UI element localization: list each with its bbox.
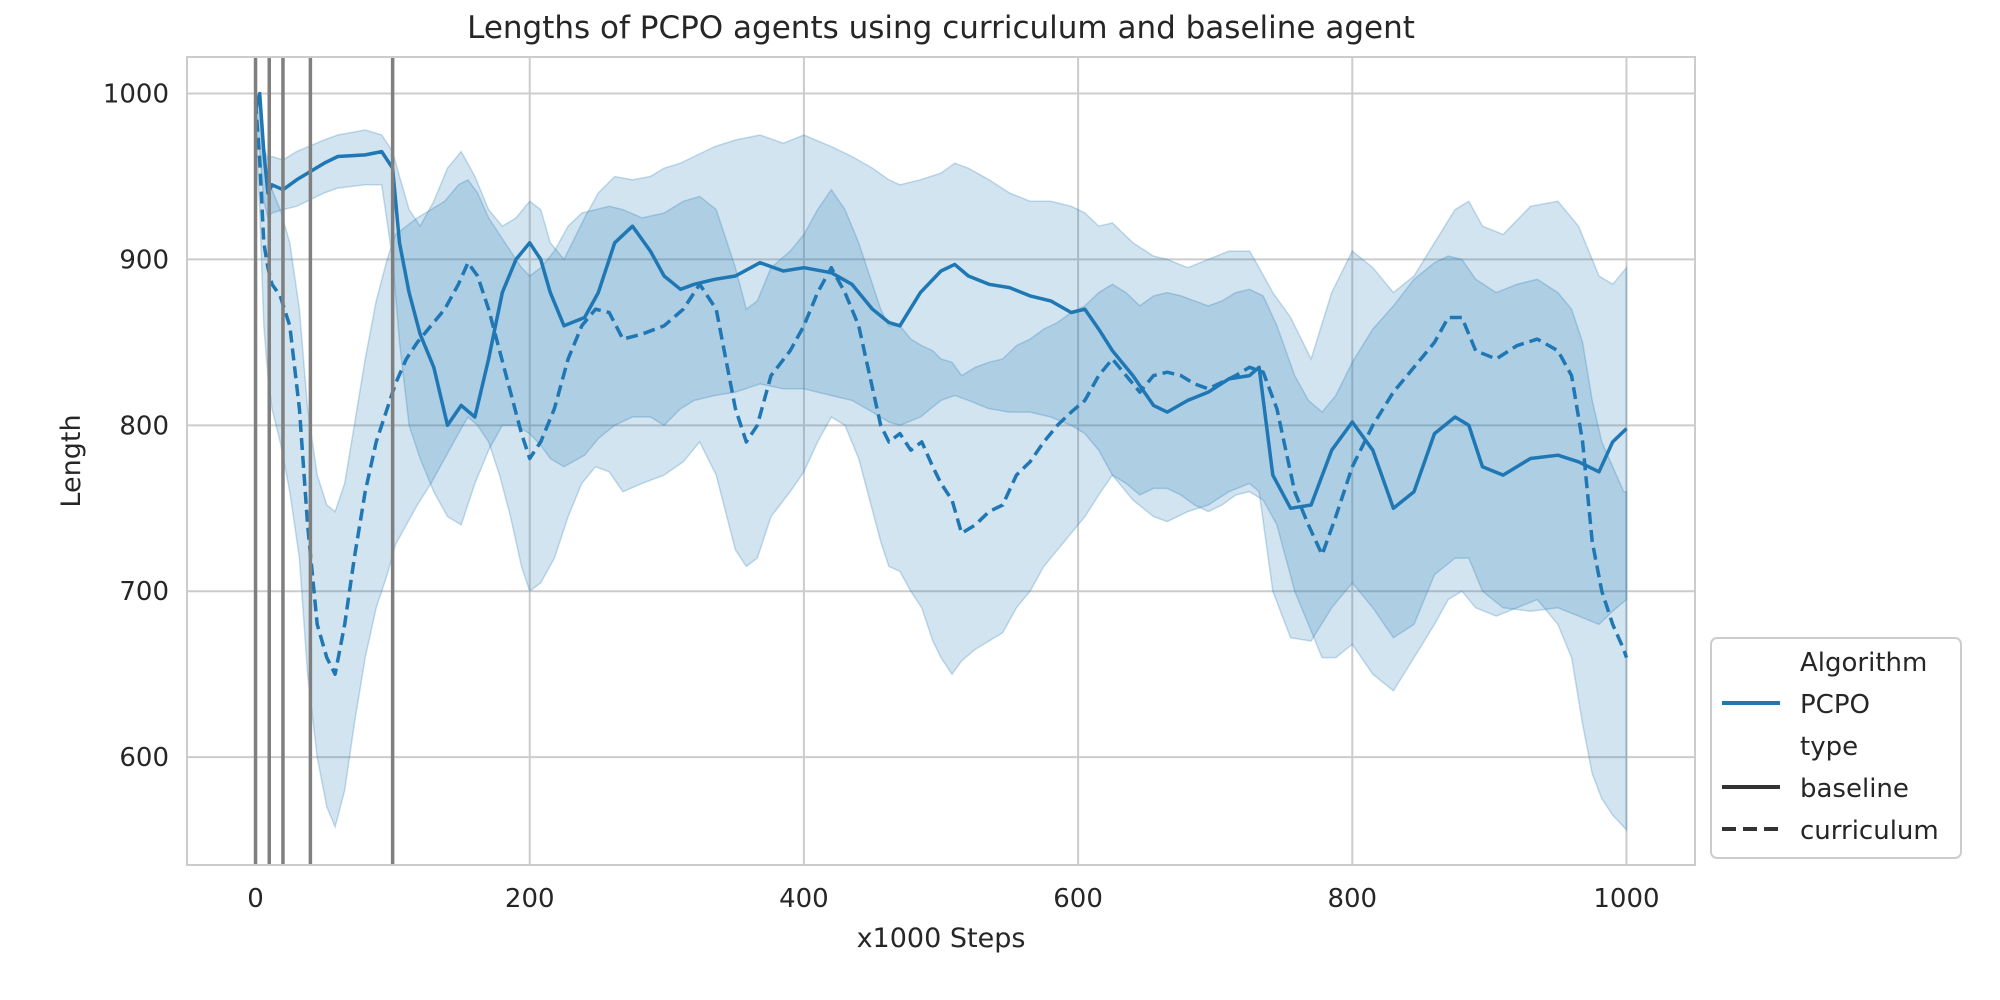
y-tick-label: 1000 — [103, 80, 169, 110]
x-tick-label: 800 — [1327, 884, 1377, 914]
vertical-markers — [253, 57, 395, 865]
y-tick-label: 900 — [119, 245, 169, 275]
legend-entry-pcpo: PCPO — [1800, 690, 1870, 720]
series-line-curriculum — [253, 101, 1629, 676]
chart-title: Lengths of PCPO agents using curriculum … — [467, 10, 1415, 46]
y-tick-label: 700 — [119, 577, 169, 607]
x-tick-label: 1000 — [1593, 884, 1659, 914]
legend-heading-algorithm: Algorithm — [1800, 648, 1927, 678]
x-axis-label: x1000 Steps — [857, 923, 1026, 954]
y-tick-label: 600 — [119, 743, 169, 773]
x-tick-label: 0 — [247, 884, 264, 914]
series-lines — [253, 91, 1629, 676]
y-axis-label: Length — [56, 414, 87, 507]
x-tick-label: 600 — [1053, 884, 1103, 914]
legend-heading-type: type — [1800, 732, 1858, 762]
legend: Algorithm PCPO type baseline curriculum — [1710, 637, 1962, 859]
x-tick-label: 200 — [505, 884, 555, 914]
grid-lines — [187, 57, 1695, 865]
y-tick-label: 800 — [119, 411, 169, 441]
confidence-bands — [254, 93, 1628, 833]
x-tick-label: 400 — [779, 884, 829, 914]
confidence-band-baseline — [254, 93, 1628, 642]
y-tick-labels: 600 700 800 900 1000 — [103, 80, 169, 774]
confidence-band-curriculum — [254, 93, 1628, 833]
legend-box — [1710, 637, 1962, 859]
legend-entry-curriculum: curriculum — [1800, 816, 1939, 846]
legend-entry-baseline: baseline — [1800, 774, 1909, 804]
series-line-baseline — [253, 91, 1628, 511]
plot-frame — [186, 56, 1696, 866]
x-tick-labels: 0 200 400 600 800 1000 — [247, 884, 1659, 914]
